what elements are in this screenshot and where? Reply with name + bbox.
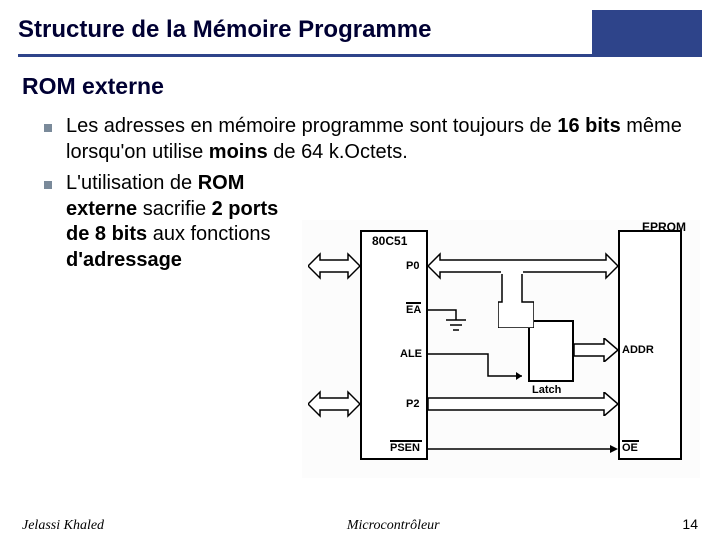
bus-arrow-left-p0 bbox=[308, 252, 360, 280]
pin-ale: ALE bbox=[400, 348, 422, 360]
subheading: ROM externe bbox=[22, 73, 720, 100]
bus-p2-eprom bbox=[428, 392, 618, 416]
bullet-2-text: L'utilisation de ROM externe sacrifie 2 … bbox=[66, 171, 286, 273]
bus-arrow-left-p2 bbox=[308, 390, 360, 418]
wire-ea-gnd bbox=[428, 306, 472, 336]
header: Structure de la Mémoire Programme bbox=[0, 0, 720, 54]
block-diagram: 80C51 P0 EA ALE P2 PSEN EPROM ADDR OE La… bbox=[302, 220, 700, 478]
header-accent-box bbox=[592, 10, 702, 54]
bullet-1: Les adresses en mémoire programme sont t… bbox=[40, 114, 698, 165]
bullet-1-text: Les adresses en mémoire programme sont t… bbox=[66, 115, 682, 163]
pin-ea: EA bbox=[406, 304, 421, 316]
pin-p0: P0 bbox=[406, 260, 419, 272]
overline-ea bbox=[406, 302, 421, 304]
wire-psen-oe bbox=[428, 444, 618, 454]
wire-ale bbox=[428, 350, 528, 380]
bus-latch-eprom bbox=[574, 338, 618, 362]
header-rule bbox=[18, 54, 702, 57]
page-title: Structure de la Mémoire Programme bbox=[18, 10, 592, 54]
merge-patch bbox=[501, 271, 523, 274]
pin-p2: P2 bbox=[406, 398, 419, 410]
latch-block bbox=[528, 320, 574, 382]
footer-subject: Microcontrôleur bbox=[104, 518, 682, 534]
bus-branch-latch bbox=[498, 272, 534, 328]
pin-addr: ADDR bbox=[622, 344, 654, 356]
diagram: 80C51 P0 EA ALE P2 PSEN EPROM ADDR OE La… bbox=[302, 220, 700, 478]
pin-psen: PSEN bbox=[390, 442, 420, 454]
pin-oe: OE bbox=[622, 442, 638, 454]
overline-oe bbox=[622, 440, 639, 442]
eprom-label: EPROM bbox=[642, 220, 686, 234]
page-number: 14 bbox=[682, 516, 698, 532]
overline-psen bbox=[390, 440, 422, 442]
footer: Jelassi Khaled Microcontrôleur 14 bbox=[0, 516, 720, 534]
mcu-label: 80C51 bbox=[372, 234, 407, 248]
footer-author: Jelassi Khaled bbox=[22, 518, 104, 534]
